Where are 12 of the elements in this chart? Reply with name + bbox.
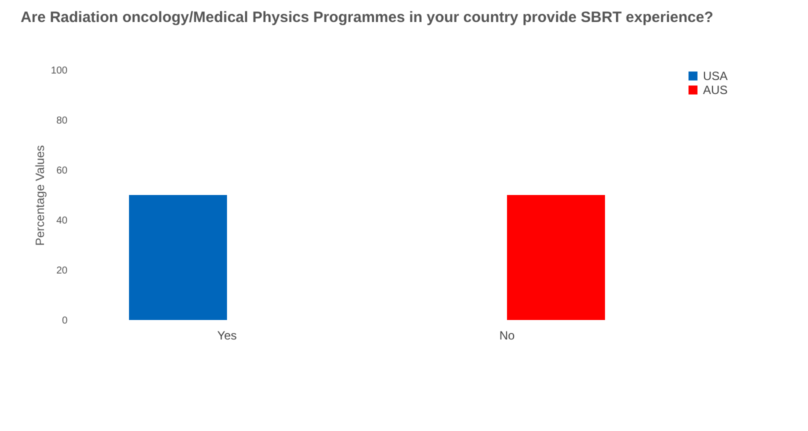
- chart-title: Are Radiation oncology/Medical Physics Programmes in your country provide SBRT experience?: [20, 9, 714, 26]
- y-tick-label: 20: [56, 266, 68, 276]
- x-tick-label: Yes: [217, 328, 237, 342]
- y-tick-label: 40: [56, 216, 68, 226]
- x-tick-label: No: [499, 328, 515, 342]
- y-tick-label: 0: [62, 316, 68, 326]
- y-tick-label: 60: [56, 166, 68, 176]
- legend-label: USA: [703, 69, 728, 83]
- y-axis-title: Percentage Values: [32, 145, 47, 246]
- y-tick-label: 100: [50, 66, 68, 76]
- y-tick-label: 80: [56, 116, 68, 126]
- legend-label: AUS: [703, 83, 728, 97]
